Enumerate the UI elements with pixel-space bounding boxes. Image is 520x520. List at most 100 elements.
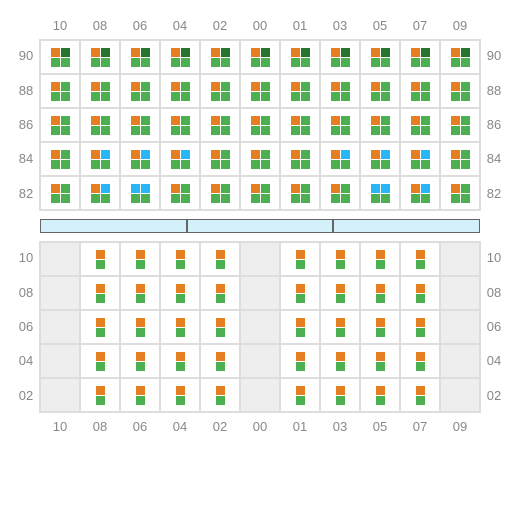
seat-cell[interactable]	[80, 176, 120, 210]
seat[interactable]	[411, 48, 420, 57]
seat[interactable]	[416, 260, 425, 269]
seat[interactable]	[221, 92, 230, 101]
seat[interactable]	[381, 48, 390, 57]
seat[interactable]	[216, 396, 225, 405]
seat[interactable]	[416, 318, 425, 327]
seat[interactable]	[251, 48, 260, 57]
seat[interactable]	[301, 92, 310, 101]
seat[interactable]	[171, 82, 180, 91]
seat[interactable]	[181, 184, 190, 193]
seat[interactable]	[96, 362, 105, 371]
seat-cell[interactable]	[440, 74, 480, 108]
seat[interactable]	[331, 58, 340, 67]
seat-cell[interactable]	[160, 344, 200, 378]
seat[interactable]	[216, 352, 225, 361]
seat-cell[interactable]	[240, 74, 280, 108]
seat[interactable]	[96, 318, 105, 327]
seat[interactable]	[331, 150, 340, 159]
seat[interactable]	[416, 284, 425, 293]
seat[interactable]	[101, 184, 110, 193]
seat[interactable]	[301, 126, 310, 135]
seat[interactable]	[331, 184, 340, 193]
seat[interactable]	[461, 160, 470, 169]
seat[interactable]	[336, 294, 345, 303]
seat-cell[interactable]	[40, 142, 80, 176]
seat[interactable]	[171, 92, 180, 101]
seat[interactable]	[181, 126, 190, 135]
seat[interactable]	[176, 318, 185, 327]
seat[interactable]	[136, 284, 145, 293]
seat[interactable]	[141, 160, 150, 169]
seat-cell[interactable]	[160, 310, 200, 344]
seat-cell[interactable]	[240, 142, 280, 176]
seat-cell[interactable]	[200, 310, 240, 344]
seat[interactable]	[171, 194, 180, 203]
seat[interactable]	[341, 82, 350, 91]
seat[interactable]	[261, 48, 270, 57]
seat[interactable]	[341, 116, 350, 125]
seat[interactable]	[136, 260, 145, 269]
seat[interactable]	[261, 92, 270, 101]
seat-cell[interactable]	[400, 344, 440, 378]
seat[interactable]	[371, 194, 380, 203]
seat-cell[interactable]	[400, 74, 440, 108]
seat[interactable]	[371, 116, 380, 125]
seat-cell[interactable]	[40, 74, 80, 108]
seat-cell[interactable]	[200, 74, 240, 108]
seat[interactable]	[451, 184, 460, 193]
seat[interactable]	[251, 58, 260, 67]
seat[interactable]	[341, 184, 350, 193]
seat[interactable]	[341, 150, 350, 159]
seat[interactable]	[91, 58, 100, 67]
seat[interactable]	[261, 184, 270, 193]
seat[interactable]	[221, 150, 230, 159]
seat[interactable]	[296, 352, 305, 361]
seat-cell[interactable]	[120, 74, 160, 108]
seat[interactable]	[341, 194, 350, 203]
seat-cell[interactable]	[200, 108, 240, 142]
seat[interactable]	[221, 82, 230, 91]
seat-cell[interactable]	[400, 242, 440, 276]
seat[interactable]	[61, 194, 70, 203]
seat[interactable]	[51, 194, 60, 203]
seat[interactable]	[331, 116, 340, 125]
seat[interactable]	[461, 116, 470, 125]
seat[interactable]	[301, 194, 310, 203]
seat[interactable]	[416, 294, 425, 303]
seat[interactable]	[296, 284, 305, 293]
seat-cell[interactable]	[360, 344, 400, 378]
seat[interactable]	[451, 82, 460, 91]
seat[interactable]	[411, 92, 420, 101]
seat-cell[interactable]	[160, 142, 200, 176]
seat[interactable]	[61, 116, 70, 125]
seat[interactable]	[221, 126, 230, 135]
seat[interactable]	[411, 126, 420, 135]
seat-cell[interactable]	[80, 74, 120, 108]
seat[interactable]	[221, 58, 230, 67]
seat[interactable]	[296, 386, 305, 395]
seat[interactable]	[171, 160, 180, 169]
seat[interactable]	[336, 386, 345, 395]
seat[interactable]	[96, 386, 105, 395]
seat-cell[interactable]	[400, 142, 440, 176]
seat[interactable]	[296, 260, 305, 269]
seat[interactable]	[141, 184, 150, 193]
seat[interactable]	[461, 184, 470, 193]
seat[interactable]	[101, 160, 110, 169]
seat[interactable]	[371, 160, 380, 169]
seat[interactable]	[371, 92, 380, 101]
seat[interactable]	[141, 126, 150, 135]
seat-cell[interactable]	[320, 378, 360, 412]
seat-cell[interactable]	[360, 74, 400, 108]
seat-cell[interactable]	[320, 276, 360, 310]
seat-cell[interactable]	[120, 108, 160, 142]
seat[interactable]	[381, 116, 390, 125]
seat[interactable]	[451, 194, 460, 203]
seat-cell[interactable]	[280, 74, 320, 108]
seat[interactable]	[221, 184, 230, 193]
seat-cell[interactable]	[160, 242, 200, 276]
seat[interactable]	[131, 116, 140, 125]
seat[interactable]	[221, 48, 230, 57]
seat[interactable]	[91, 126, 100, 135]
seat[interactable]	[261, 126, 270, 135]
